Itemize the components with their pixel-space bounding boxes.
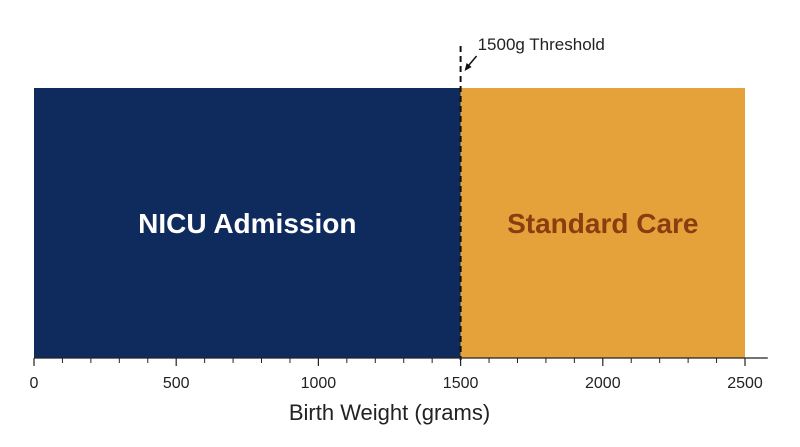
x-axis-title: Birth Weight (grams) bbox=[289, 400, 490, 425]
segment-nicu-admission bbox=[34, 88, 461, 358]
segments-group bbox=[34, 88, 745, 358]
segment-nicu-admission-label: NICU Admission bbox=[138, 208, 356, 239]
tick-label: 2000 bbox=[585, 375, 621, 392]
segment-standard-care-label: Standard Care bbox=[507, 208, 698, 239]
x-axis-tick-labels: 0 500 1000 1500 2000 2500 bbox=[30, 375, 763, 392]
tick-label: 0 bbox=[30, 375, 39, 392]
tick-label: 1000 bbox=[301, 375, 337, 392]
segment-labels-group: NICU Admission Standard Care bbox=[138, 208, 698, 239]
tick-label: 500 bbox=[163, 375, 190, 392]
threshold-arrowhead bbox=[464, 63, 472, 71]
tick-label: 1500 bbox=[443, 375, 479, 392]
x-axis-ticks bbox=[33, 358, 746, 366]
threshold-label: 1500g Threshold bbox=[478, 35, 605, 54]
tick-label: 2500 bbox=[727, 375, 763, 392]
segment-standard-care bbox=[460, 88, 745, 358]
